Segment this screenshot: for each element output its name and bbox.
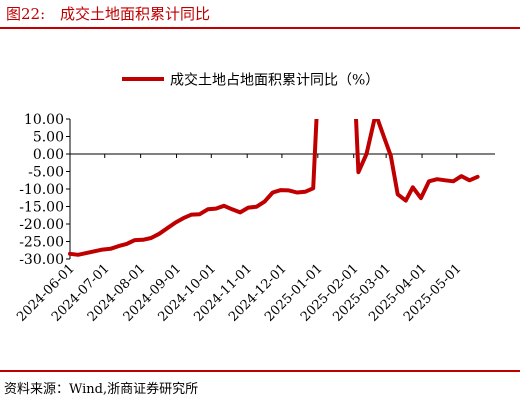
title-divider: [0, 27, 520, 29]
source-note: 资料来源：Wind,浙商证券研究所: [4, 382, 199, 397]
y-tick-label: -20.00: [19, 217, 64, 233]
y-tick-label: -5.00: [28, 165, 64, 181]
figure-title: 图22: 成交土地面积累计同比: [6, 3, 210, 24]
series-line: [68, 119, 480, 257]
figure-title-text: 成交土地面积累计同比: [59, 5, 210, 23]
footer-divider: [0, 370, 520, 372]
y-tick-label: -10.00: [19, 182, 64, 198]
y-tick-label: -30.00: [19, 252, 64, 268]
y-tick-label: 10.00: [24, 112, 64, 128]
figure-label: 图22:: [6, 5, 46, 23]
chart-axes: 10.00 5.000.00 -5.00-10.00 -15.00-20.00 -25.…: [14, 112, 495, 325]
y-tick-label: 5.00: [33, 130, 64, 146]
series-layer: [68, 119, 480, 257]
y-tick-label: -25.00: [19, 235, 64, 251]
chart-legend: 成交土地占地面积累计同比（%）: [122, 72, 379, 89]
chart-svg: 成交土地占地面积累计同比（%） 10.00 5.000.00 -5.00-10.00…: [14, 72, 495, 325]
y-tick-label: 0.00: [33, 147, 64, 163]
legend-label: 成交土地占地面积累计同比（%）: [170, 72, 379, 89]
line-chart: 成交土地占地面积累计同比（%） 10.00 5.00 0.00 -5.00 -10.00…: [0, 30, 520, 374]
y-tick-label: -15.00: [19, 200, 64, 216]
